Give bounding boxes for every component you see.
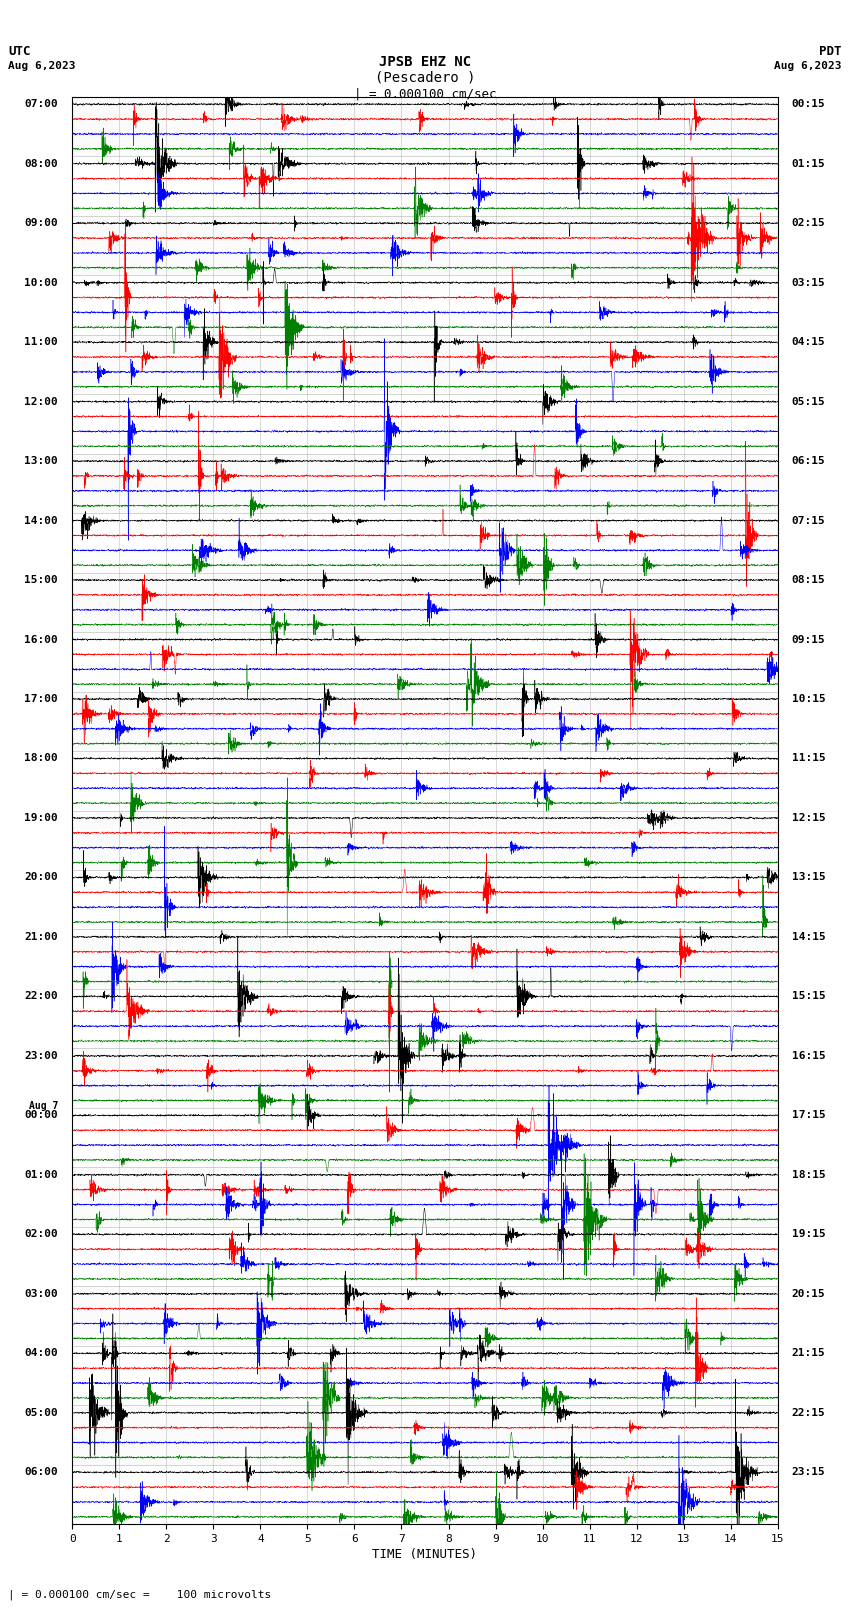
- Text: 14:15: 14:15: [792, 932, 825, 942]
- Text: 00:15: 00:15: [792, 100, 825, 110]
- Bar: [72, 1168, 778, 1227]
- Text: 12:00: 12:00: [25, 397, 58, 406]
- Text: 22:15: 22:15: [792, 1408, 825, 1418]
- Text: 19:15: 19:15: [792, 1229, 825, 1239]
- Bar: [72, 810, 778, 869]
- X-axis label: TIME (MINUTES): TIME (MINUTES): [372, 1548, 478, 1561]
- Text: 18:15: 18:15: [792, 1169, 825, 1179]
- Text: Aug 7: Aug 7: [29, 1102, 58, 1111]
- Text: 06:15: 06:15: [792, 456, 825, 466]
- Text: 12:15: 12:15: [792, 813, 825, 823]
- Text: 05:15: 05:15: [792, 397, 825, 406]
- Bar: [72, 692, 778, 752]
- Text: Aug 6,2023: Aug 6,2023: [8, 61, 76, 71]
- Bar: [72, 929, 778, 989]
- Text: 21:00: 21:00: [25, 932, 58, 942]
- Text: 02:15: 02:15: [792, 218, 825, 227]
- Text: 01:15: 01:15: [792, 158, 825, 169]
- Text: | = 0.000100 cm/sec =    100 microvolts: | = 0.000100 cm/sec = 100 microvolts: [8, 1589, 272, 1600]
- Text: 06:00: 06:00: [25, 1468, 58, 1478]
- Text: 10:15: 10:15: [792, 694, 825, 703]
- Bar: [72, 334, 778, 394]
- Text: UTC: UTC: [8, 45, 31, 58]
- Text: 02:00: 02:00: [25, 1229, 58, 1239]
- Text: 03:15: 03:15: [792, 277, 825, 287]
- Bar: [72, 216, 778, 276]
- Bar: [72, 97, 778, 156]
- Text: Aug 6,2023: Aug 6,2023: [774, 61, 842, 71]
- Text: 05:00: 05:00: [25, 1408, 58, 1418]
- Bar: [72, 453, 778, 513]
- Bar: [72, 1048, 778, 1108]
- Text: 17:00: 17:00: [25, 694, 58, 703]
- Bar: [72, 1405, 778, 1465]
- Text: 19:00: 19:00: [25, 813, 58, 823]
- Text: 04:00: 04:00: [25, 1348, 58, 1358]
- Text: 15:15: 15:15: [792, 992, 825, 1002]
- Text: 18:00: 18:00: [25, 753, 58, 763]
- Text: 07:00: 07:00: [25, 100, 58, 110]
- Text: JPSB EHZ NC: JPSB EHZ NC: [379, 55, 471, 69]
- Text: 07:15: 07:15: [792, 516, 825, 526]
- Text: 09:00: 09:00: [25, 218, 58, 227]
- Bar: [72, 1287, 778, 1345]
- Text: 04:15: 04:15: [792, 337, 825, 347]
- Text: 09:15: 09:15: [792, 634, 825, 645]
- Text: PDT: PDT: [819, 45, 842, 58]
- Text: 00:00: 00:00: [25, 1110, 58, 1121]
- Bar: [72, 573, 778, 632]
- Text: 20:00: 20:00: [25, 873, 58, 882]
- Text: (Pescadero ): (Pescadero ): [375, 71, 475, 85]
- Text: 03:00: 03:00: [25, 1289, 58, 1298]
- Text: 23:15: 23:15: [792, 1468, 825, 1478]
- Text: 16:15: 16:15: [792, 1052, 825, 1061]
- Text: 01:00: 01:00: [25, 1169, 58, 1179]
- Text: 13:15: 13:15: [792, 873, 825, 882]
- Text: 17:15: 17:15: [792, 1110, 825, 1121]
- Text: 22:00: 22:00: [25, 992, 58, 1002]
- Text: 16:00: 16:00: [25, 634, 58, 645]
- Text: 10:00: 10:00: [25, 277, 58, 287]
- Text: 15:00: 15:00: [25, 576, 58, 586]
- Text: 08:00: 08:00: [25, 158, 58, 169]
- Text: 08:15: 08:15: [792, 576, 825, 586]
- Text: 14:00: 14:00: [25, 516, 58, 526]
- Text: 11:15: 11:15: [792, 753, 825, 763]
- Text: 13:00: 13:00: [25, 456, 58, 466]
- Text: 23:00: 23:00: [25, 1052, 58, 1061]
- Text: | = 0.000100 cm/sec: | = 0.000100 cm/sec: [354, 87, 496, 100]
- Text: 21:15: 21:15: [792, 1348, 825, 1358]
- Text: 20:15: 20:15: [792, 1289, 825, 1298]
- Text: 11:00: 11:00: [25, 337, 58, 347]
